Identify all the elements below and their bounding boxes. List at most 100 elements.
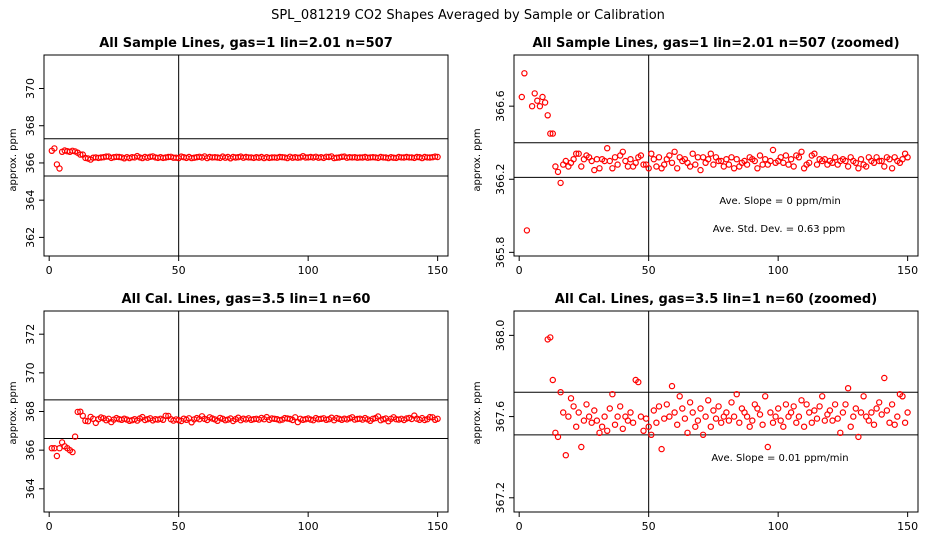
data-point [712, 415, 720, 422]
data-point [567, 395, 575, 402]
data-point [705, 397, 712, 404]
data-point [888, 401, 896, 408]
data-point [720, 163, 728, 170]
panel-title: All Cal. Lines, gas=3.5 lin=1 n=60 [122, 292, 371, 307]
data-point [692, 161, 699, 168]
x-tick-label: 0 [46, 520, 53, 533]
data-point [769, 146, 777, 154]
data-point [852, 159, 860, 166]
data-point [806, 409, 813, 416]
data-point [585, 413, 593, 420]
data-point [661, 415, 668, 422]
data-point [857, 155, 865, 163]
data-point [762, 393, 769, 400]
data-point [640, 427, 647, 434]
panel-title: All Cal. Lines, gas=3.5 lin=1 n=60 (zoom… [555, 292, 877, 307]
data-point [557, 179, 564, 187]
y-tick-label: 366 [24, 152, 37, 173]
data-point [775, 405, 782, 412]
data-point [523, 227, 531, 234]
x-tick-label: 50 [172, 520, 186, 533]
data-point [686, 399, 694, 406]
data-point [855, 165, 862, 172]
data-point [617, 403, 624, 410]
data-point [723, 155, 730, 163]
panel-title: All Sample Lines, gas=1 lin=2.01 n=507 (… [532, 36, 899, 51]
data-point [369, 415, 377, 422]
data-point [531, 90, 538, 97]
data-point [723, 409, 730, 416]
data-point [601, 413, 608, 420]
data-point [648, 431, 655, 438]
x-tick-label: 100 [768, 520, 789, 533]
x-tick-label: 0 [46, 264, 53, 277]
y-tick-label: 370 [24, 362, 37, 383]
data-point [762, 155, 769, 163]
data-point [694, 417, 702, 424]
data-point [539, 93, 546, 101]
panel-cal-lines: All Cal. Lines, gas=3.5 lin=1 n=60 appro… [8, 292, 449, 533]
data-point [648, 150, 655, 157]
data-point [653, 163, 660, 170]
y-tick-label: 368 [24, 401, 37, 422]
data-point [624, 417, 632, 424]
data-point [661, 161, 668, 168]
y-tick-label: 368.0 [494, 320, 507, 352]
data-point [48, 445, 56, 452]
data-point [676, 393, 683, 400]
data-point [831, 401, 839, 408]
data-point [710, 161, 717, 168]
y-tick-label: 362 [24, 227, 37, 248]
data-point [591, 166, 598, 174]
x-tick-label: 100 [298, 264, 319, 277]
annotation-slope: Ave. Slope = 0 ppm/min [719, 196, 840, 207]
data-point [655, 403, 663, 410]
data-point [782, 401, 790, 408]
x-tick-label: 0 [516, 264, 523, 277]
x-tick-label: 150 [427, 520, 448, 533]
data-point [707, 150, 715, 157]
data-point [637, 413, 645, 420]
y-axis-label: approx. ppm [472, 381, 483, 444]
data-point [541, 99, 549, 106]
data-point [611, 154, 619, 161]
data-point [604, 427, 611, 434]
data-point [811, 150, 818, 157]
data-point [596, 165, 603, 172]
data-point [69, 147, 76, 154]
data-point [728, 154, 735, 161]
data-point [544, 112, 551, 119]
data-point [629, 419, 637, 426]
data-point [604, 144, 611, 152]
data-point [756, 152, 764, 159]
data-point [870, 421, 878, 428]
data-point [759, 421, 766, 428]
data-point [718, 419, 725, 426]
data-point [780, 423, 787, 430]
data-point [699, 431, 707, 438]
data-point [883, 407, 891, 414]
y-tick-label: 364 [24, 190, 37, 211]
data-point [69, 448, 76, 456]
data-point [795, 413, 803, 420]
data-point [819, 393, 826, 400]
data-point [844, 163, 852, 170]
data-point [614, 161, 621, 168]
data-point [857, 409, 865, 416]
data-point [834, 415, 841, 422]
data-point [715, 157, 722, 165]
data-point [746, 423, 753, 430]
data-point [694, 154, 702, 161]
data-point [826, 407, 834, 414]
data-point [53, 452, 61, 460]
data-point [635, 378, 642, 386]
data-point [593, 417, 601, 424]
data-point [653, 419, 660, 426]
plot-frame [513, 310, 919, 513]
data-point [593, 155, 601, 163]
data-point [839, 409, 847, 416]
x-tick-label: 100 [298, 520, 319, 533]
y-tick-label: 366 [24, 440, 37, 461]
data-point [645, 423, 652, 430]
